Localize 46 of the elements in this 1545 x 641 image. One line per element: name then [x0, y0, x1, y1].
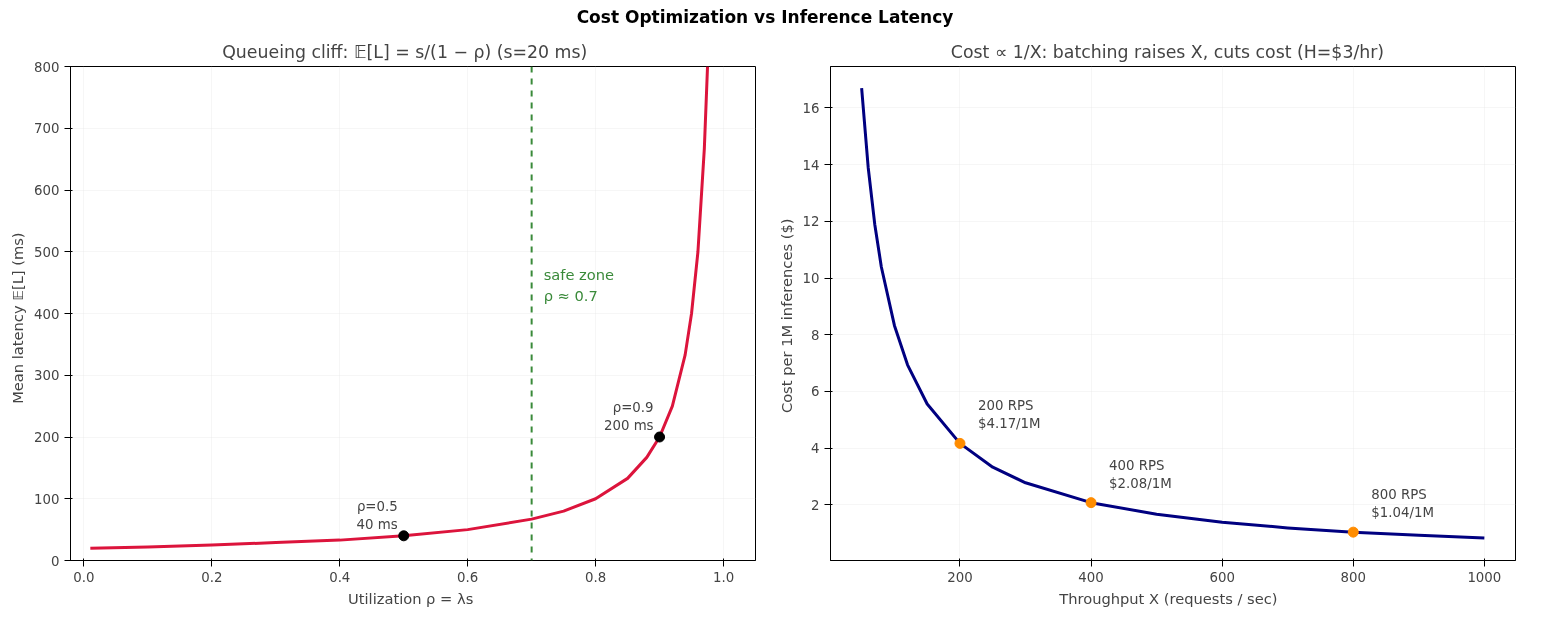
x-axis-title: Throughput X (requests / sec) — [1058, 589, 1278, 607]
annotation: ρ=0.5 40 ms — [356, 499, 398, 533]
x-tick-label: 0.0 — [73, 569, 95, 585]
y-tick-label: 16 — [802, 101, 820, 117]
point — [1347, 526, 1359, 538]
x-tick-label: 0.2 — [201, 569, 223, 585]
y-tick-label: 500 — [34, 245, 60, 261]
y-tick-label: 800 — [34, 59, 60, 75]
text: Cost Optimization vs Inference Latency — [576, 6, 954, 29]
annotation: 800 RPS $1.04/1M — [1371, 487, 1434, 521]
y-tick-label: 10 — [802, 271, 820, 287]
y-tick-label: 400 — [34, 306, 60, 322]
x-tick-label: 800 — [1340, 569, 1366, 585]
y-tick-label: 6 — [811, 384, 820, 400]
y-tick-label: 0 — [51, 553, 60, 569]
x-tick-label: 400 — [1078, 569, 1104, 585]
x-tick-label: 1000 — [1467, 569, 1502, 585]
x-tick-label: 1.0 — [712, 569, 735, 585]
line-series — [860, 86, 1486, 540]
x-tick-label: 200 — [947, 569, 973, 585]
y-axis-title: Mean latency 𝔼[L] (ms) — [9, 232, 27, 405]
y-tick-label: 2 — [811, 498, 820, 514]
y-tick-label: 700 — [34, 121, 60, 137]
y-tick-label: 300 — [34, 368, 60, 384]
y-tick-label: 14 — [802, 157, 820, 173]
chart-title: Cost ∝ 1/X: batching raises X, cuts cost (H=$3/hr) — [950, 41, 1385, 62]
x-tick-label: 600 — [1209, 569, 1235, 585]
y-tick-label: 12 — [802, 214, 820, 230]
x-axis-title: Utilization ρ = λs — [348, 589, 474, 607]
annotation: 400 RPS $2.08/1M — [1109, 457, 1172, 491]
annotation: ρ=0.9 200 ms — [603, 400, 654, 434]
chart-title: Queueing cliff: 𝔼[L] = s/(1 − ρ) (s=20 ms) — [222, 41, 588, 62]
line-series — [88, 66, 710, 550]
point — [954, 438, 966, 450]
x-tick-label: 0.6 — [457, 569, 479, 585]
ref-line-label: safe zone ρ ≈ 0.7 — [543, 266, 615, 304]
y-tick-label: 100 — [34, 492, 60, 508]
y-axis-title: Cost per 1M inferences ($) — [777, 218, 795, 414]
annotation: 200 RPS $4.17/1M — [977, 398, 1041, 432]
y-tick-label: 200 — [34, 430, 60, 446]
y-tick-label: 4 — [811, 441, 820, 457]
y-tick-label: 8 — [811, 328, 820, 344]
point — [1085, 497, 1097, 509]
y-tick-label: 600 — [34, 183, 60, 199]
x-tick-label: 0.8 — [585, 569, 607, 585]
x-tick-label: 0.4 — [329, 569, 351, 585]
